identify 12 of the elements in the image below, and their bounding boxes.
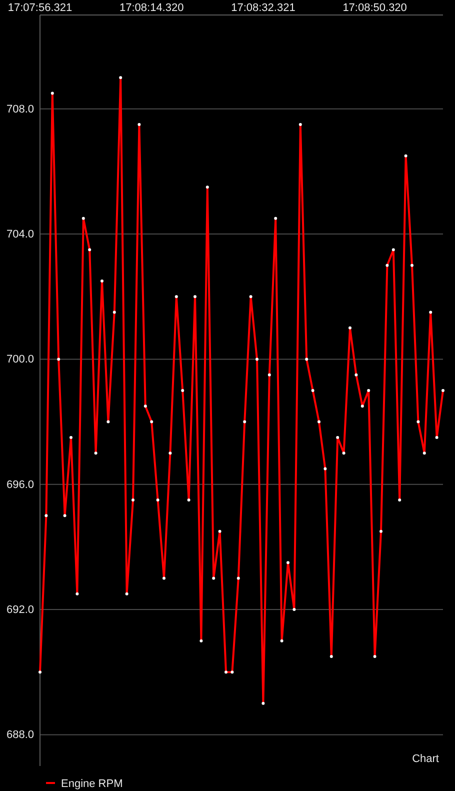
annotation: Chart bbox=[412, 753, 439, 765]
y-tick-label: 700.0 bbox=[6, 354, 34, 366]
x-tick-label: 17:08:14.320 bbox=[119, 2, 184, 14]
y-tick-label: 704.0 bbox=[6, 228, 34, 241]
y-tick-label: 696.0 bbox=[6, 478, 34, 491]
x-tick-label: 17:08:50.320 bbox=[342, 2, 407, 14]
y-tick-label: 708.0 bbox=[6, 103, 34, 116]
x-tick-label: 17:07:56.321 bbox=[8, 2, 72, 14]
y-tick-label: 692.0 bbox=[6, 604, 34, 616]
y-tick-label: 688.0 bbox=[6, 729, 34, 742]
legend-label: Engine RPM bbox=[61, 778, 123, 790]
x-tick-label: 17:08:32.321 bbox=[231, 2, 296, 14]
